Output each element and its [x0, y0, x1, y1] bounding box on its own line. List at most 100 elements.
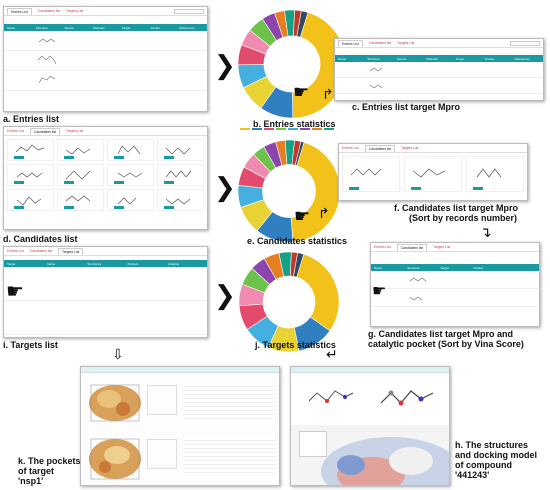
- candidate-card[interactable]: [7, 189, 54, 211]
- tab-candidates[interactable]: Candidates list: [29, 127, 61, 135]
- entries-statistics-donut[interactable]: [236, 8, 348, 120]
- caption-j: j. Targets statistics: [255, 340, 336, 350]
- tab-candidates[interactable]: Candidates list: [364, 144, 396, 152]
- display-options-menu[interactable]: [299, 431, 327, 457]
- candidate-grid: [4, 136, 207, 214]
- molecule-structure: [410, 296, 423, 301]
- candidate-card[interactable]: [107, 139, 154, 161]
- caption-i: i. Targets list: [3, 340, 58, 350]
- tab-entries[interactable]: Entries List: [7, 7, 32, 15]
- candidate-card[interactable]: [157, 189, 204, 211]
- table-row[interactable]: [335, 62, 543, 78]
- docking-model-panel: [290, 366, 450, 486]
- caption-f1: f. Candidates list target Mpro: [394, 203, 519, 213]
- tab-entries[interactable]: Entries List: [342, 146, 359, 150]
- donut-slice[interactable]: [296, 253, 340, 332]
- panel-header: [291, 367, 449, 373]
- compound-3d-model[interactable]: [375, 379, 445, 421]
- tab-candidates[interactable]: Candidates list: [37, 9, 61, 13]
- tab-targets[interactable]: Targets List: [401, 146, 419, 150]
- down-arrow-icon: ⇩: [112, 347, 124, 363]
- table-header: Target Name Structures Pockets Analysis: [4, 260, 207, 267]
- hand-pointer-icon: ☛: [372, 281, 387, 300]
- targets-statistics-donut[interactable]: [237, 250, 341, 354]
- tab-targets[interactable]: Targets List: [58, 247, 84, 255]
- caption-k1: k. The pockets: [18, 456, 81, 466]
- tab-entries[interactable]: Entries List: [374, 245, 391, 249]
- candidates-statistics-donut[interactable]: [236, 138, 342, 244]
- panel-header: [81, 367, 279, 373]
- candidate-card[interactable]: [404, 156, 462, 192]
- search-input[interactable]: [510, 41, 540, 46]
- candidate-card[interactable]: [342, 156, 400, 192]
- caption-g1: g. Candidates list target Mpro and: [368, 329, 514, 339]
- table-row[interactable]: [371, 289, 539, 307]
- donut-slice[interactable]: [296, 10, 309, 38]
- tab-bar: Entries List Candidates list Targets Lis…: [4, 7, 207, 16]
- molecule-structure: [370, 84, 383, 89]
- hand-pointer-icon: ☛: [293, 82, 310, 103]
- caption-g2: catalytic pocket (Sort by Vina Score): [368, 339, 524, 349]
- caption-c: c. Entries list target Mpro: [352, 102, 461, 112]
- candidate-card[interactable]: [7, 139, 54, 161]
- tab-targets[interactable]: Targets List: [66, 129, 84, 133]
- tab-entries[interactable]: Entries List: [7, 129, 24, 133]
- candidate-card[interactable]: [57, 164, 104, 186]
- candidates-list-panel: Entries List Candidates list Targets Lis…: [3, 126, 208, 230]
- table-row[interactable]: [4, 51, 207, 71]
- table-header: Name Structure Target Pocket: [371, 264, 539, 271]
- chevron-right-icon: ❯: [214, 281, 236, 311]
- pocket-list[interactable]: [147, 439, 177, 469]
- targets-list-panel: Entries List Candidates list Targets Lis…: [3, 246, 208, 338]
- entries-target-mpro-panel: Entries List Candidates list Targets Lis…: [334, 38, 544, 101]
- pocket-list[interactable]: [147, 385, 177, 415]
- candidate-card[interactable]: [466, 156, 524, 192]
- tab-candidates[interactable]: Candidates list: [396, 243, 428, 251]
- candidate-card[interactable]: [57, 189, 104, 211]
- protein-surface-2[interactable]: [87, 435, 143, 483]
- table-header: Name Structure Source Methods Target Pocket Re…: [4, 24, 207, 31]
- caption-f2: (Sort by records number): [409, 213, 518, 223]
- candidates-mpro-pocket-panel: Entries List Candidates list Targets Lis…: [370, 242, 540, 327]
- candidate-card[interactable]: [107, 164, 154, 186]
- caption-d: d. Candidates list: [3, 234, 78, 244]
- chevron-right-icon: ❯: [214, 173, 236, 203]
- candidate-card[interactable]: [57, 139, 104, 161]
- table-row[interactable]: [4, 267, 207, 301]
- table-row[interactable]: ​: [4, 31, 207, 51]
- caption-b: b. Entries statistics: [253, 119, 336, 129]
- caption-e: e. Candidates statistics: [247, 236, 348, 246]
- table-row[interactable]: [371, 271, 539, 289]
- down-arrow-icon: ↴: [480, 225, 492, 241]
- table-row[interactable]: [4, 301, 207, 335]
- tab-candidates[interactable]: Candidates list: [29, 249, 53, 253]
- candidate-card[interactable]: [157, 139, 204, 161]
- hand-pointer-icon: ☛: [6, 279, 24, 303]
- share-arrow-icon: ↱: [322, 87, 334, 103]
- candidate-card[interactable]: [7, 164, 54, 186]
- donut-slice[interactable]: [293, 252, 305, 278]
- tab-entries[interactable]: Entries List: [338, 39, 363, 47]
- pocket-info: [183, 437, 275, 475]
- donut-slice[interactable]: [290, 141, 341, 243]
- chevron-right-icon: ❯: [214, 51, 236, 81]
- molecule-structure: [38, 38, 55, 43]
- compound-3d-structure[interactable]: [301, 381, 361, 417]
- candidate-card[interactable]: [107, 189, 154, 211]
- tab-entries[interactable]: Entries List: [7, 249, 24, 253]
- table-row[interactable]: [4, 71, 207, 91]
- protein-surface-1[interactable]: [87, 381, 143, 425]
- molecule-structure: [410, 277, 427, 282]
- tab-targets[interactable]: Targets List: [433, 245, 451, 249]
- tab-targets[interactable]: Targets List: [66, 9, 84, 13]
- chart-legend: [240, 128, 350, 130]
- tab-candidates[interactable]: Candidates list: [368, 41, 392, 45]
- search-input[interactable]: [174, 9, 204, 14]
- caption-h4: '441243': [455, 470, 490, 480]
- candidate-card[interactable]: [157, 164, 204, 186]
- docking-surface-model[interactable]: [291, 425, 450, 486]
- table-row[interactable]: [335, 78, 543, 94]
- molecule-structure: [38, 75, 55, 84]
- donut-slice[interactable]: [294, 141, 305, 167]
- tab-targets[interactable]: Targets List: [397, 41, 415, 45]
